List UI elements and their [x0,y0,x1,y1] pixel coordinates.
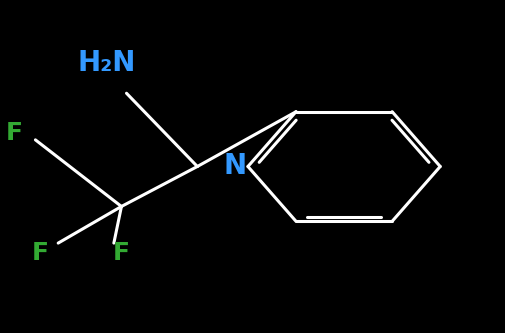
Text: F: F [113,241,130,265]
Text: N: N [223,153,246,180]
Text: F: F [6,121,23,145]
Text: F: F [32,241,49,265]
Text: H₂N: H₂N [77,49,135,77]
